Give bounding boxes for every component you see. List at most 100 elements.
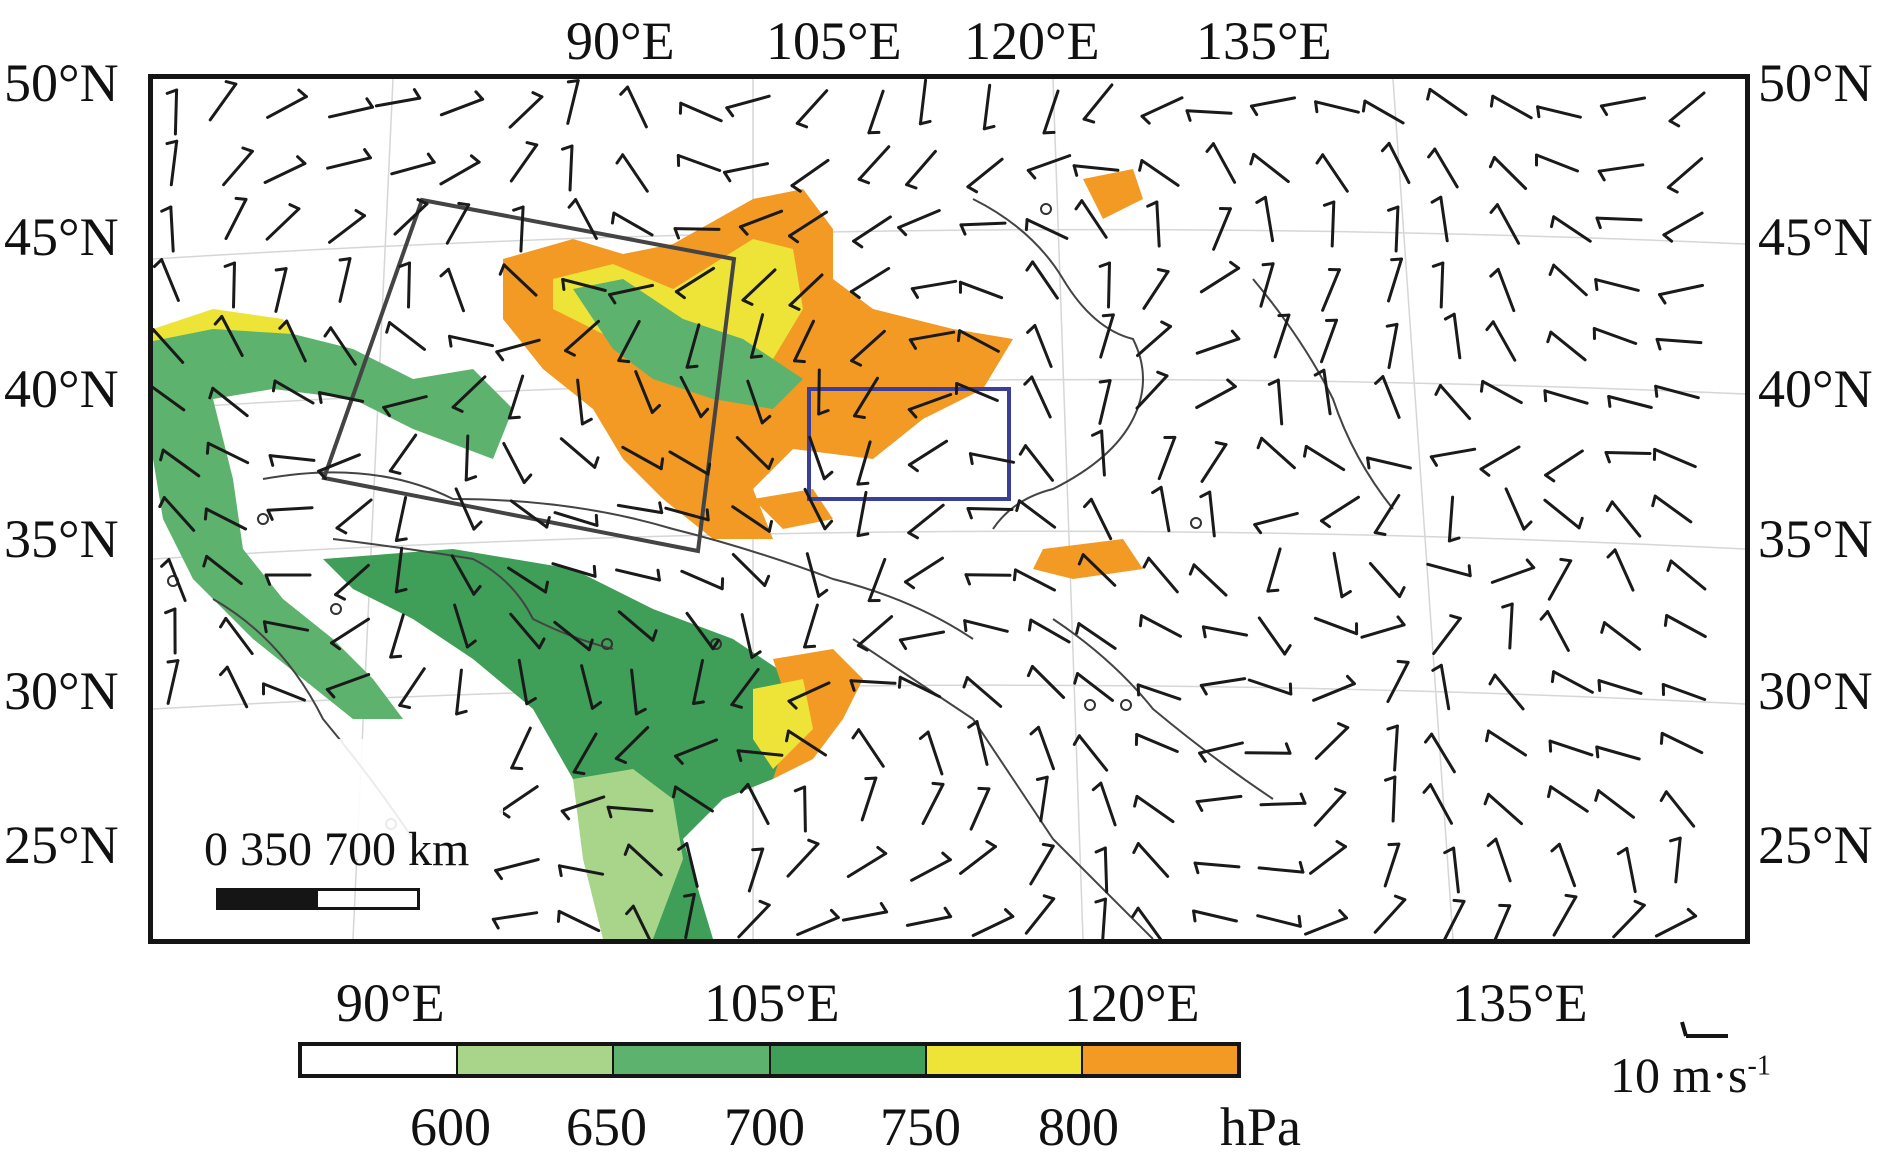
wind-barb [1610, 500, 1642, 538]
wind-barb-flag [1559, 557, 1573, 563]
wind-barb [1496, 267, 1516, 313]
yellow-southern-edge [753, 679, 813, 769]
wind-barb-flag [1387, 842, 1401, 847]
wind-barb-flag [1443, 312, 1456, 321]
wind-barb [393, 202, 429, 236]
orange-small [1083, 169, 1143, 219]
boundary-line [1252, 278, 1394, 510]
wind-barb [908, 330, 956, 342]
wind-barb [1604, 451, 1652, 455]
wind-barb-flag [1600, 621, 1606, 634]
bottom-lon-label-105: 105°E [704, 973, 840, 1033]
wind-barb-flag [354, 209, 366, 218]
wind-barb-flag [1595, 216, 1602, 230]
wind-barb [674, 785, 714, 813]
wind-barb [747, 847, 765, 893]
wind-barb-flag [673, 227, 680, 240]
wind-barb [1655, 337, 1703, 345]
wind-barb [398, 667, 426, 707]
wind-barb-flag [1501, 602, 1514, 609]
wind-barb [897, 209, 941, 229]
wind-barb [1439, 195, 1449, 243]
wind-barb-flag [1195, 800, 1204, 812]
wind-barb-flag [1380, 141, 1391, 153]
wind-barb-flag [705, 508, 710, 522]
wind-barb-flag [658, 501, 664, 515]
wind-barb [749, 313, 765, 359]
wind-barb [1603, 621, 1641, 651]
wind-barb [1136, 325, 1172, 357]
wind-barb [1320, 318, 1338, 364]
wind-barb-flag [457, 201, 471, 207]
wind-barb [572, 732, 598, 774]
wind-barb-flag [363, 148, 372, 160]
wind-barb [1543, 498, 1581, 530]
wind-barb [1081, 553, 1117, 587]
wind-barb [1387, 257, 1403, 303]
wind-barb [1077, 734, 1109, 772]
wind-barb [685, 611, 715, 651]
wind-barb-flag [271, 379, 277, 393]
wind-barb [1330, 200, 1336, 248]
wind-barb [262, 682, 306, 702]
wind-barb-flag [1431, 261, 1445, 268]
top-lon-label-135: 135°E [1196, 11, 1332, 71]
wind-barb [508, 95, 544, 129]
wind-barb [606, 805, 654, 813]
wind-barb-flag [1198, 751, 1207, 763]
wind-barb [731, 553, 767, 587]
wind-barb [263, 162, 307, 184]
wind-barb [1211, 142, 1237, 184]
wind-barb-flag [1669, 836, 1682, 843]
wind-barb-flag [1193, 861, 1200, 875]
wind-barb [1201, 625, 1249, 637]
bottom-lon-label-135: 135°E [1452, 973, 1588, 1033]
wind-barb [1594, 278, 1640, 292]
wind-barb-flag [1651, 494, 1657, 508]
wind-barb-flag [905, 183, 918, 190]
wind-barb [679, 375, 703, 419]
wind-barb [860, 776, 878, 822]
wind-barb-flag [385, 321, 391, 334]
wind-barb [1674, 836, 1682, 884]
wind-barb-flag [1335, 840, 1347, 849]
wind-barb-flag [1320, 519, 1331, 529]
wind-barb-flag [567, 198, 578, 209]
wind-barb-flag [416, 198, 429, 206]
wind-barb-flag [1094, 897, 1107, 904]
wind-barb-flag [556, 909, 561, 923]
wind-barb [898, 675, 942, 699]
wind-barb-flag [1133, 794, 1139, 808]
wind-barb [553, 511, 599, 527]
colorbar-seg-4 [770, 1046, 927, 1074]
wind-barb-flag [164, 607, 177, 615]
wind-barb [793, 319, 815, 363]
boundary-line [972, 198, 1144, 530]
bottom-lon-label-90: 90°E [336, 973, 445, 1033]
wind-barb [1031, 260, 1059, 300]
wind-barb-flag [1543, 389, 1548, 403]
wind-barb-flag [1424, 732, 1434, 744]
wind-barb [1543, 389, 1589, 405]
wind-barb-flag [474, 90, 485, 101]
wind-barb-flag [1594, 789, 1600, 802]
wind-barb [1535, 153, 1579, 173]
wind-barb [1276, 378, 1284, 426]
wind-barb-flag [166, 659, 180, 664]
wind-barb-flag [1230, 329, 1241, 341]
wind-barb [841, 910, 889, 922]
wind-barb-flag [1026, 168, 1037, 180]
wind-barb [905, 149, 937, 187]
wind-barb-flag [1605, 500, 1614, 513]
wind-barb-flag [330, 641, 341, 651]
wind-barb [1669, 559, 1707, 591]
wind-barb-flag [1012, 568, 1017, 582]
wind-barb [1613, 548, 1635, 592]
wind-barb [204, 507, 248, 531]
wind-barb [1373, 494, 1401, 534]
wind-barb-flag [1479, 379, 1485, 393]
wind-barb-flag [1042, 130, 1056, 135]
wind-barb-flag [525, 141, 539, 147]
wind-barb [1195, 337, 1241, 355]
wind-barb-flag [219, 665, 229, 677]
